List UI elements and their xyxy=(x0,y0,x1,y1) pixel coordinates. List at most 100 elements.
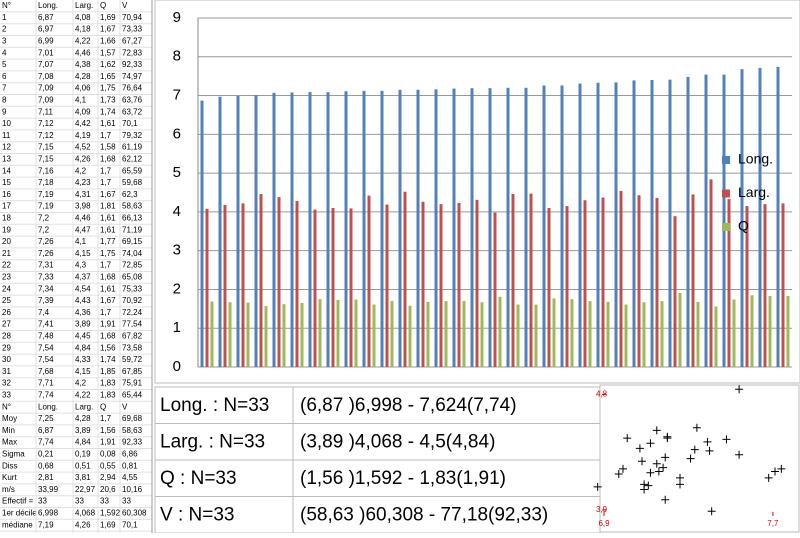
table-cell: 65,08 xyxy=(122,273,143,282)
stat-cell: 1,7 xyxy=(100,414,112,423)
table-cell: 3,89 xyxy=(75,320,91,329)
legend-label: Long. xyxy=(738,151,773,167)
legend-swatch xyxy=(722,189,730,198)
point xyxy=(619,464,627,473)
bar xyxy=(745,206,749,367)
legend-label: Larg. xyxy=(738,184,770,200)
point xyxy=(635,444,644,453)
table-cell: 7,19 xyxy=(38,190,54,199)
bar xyxy=(678,292,682,367)
table-cell: 32 xyxy=(2,379,11,388)
bar xyxy=(385,204,389,367)
bar xyxy=(452,88,456,367)
header-cell: Larg. xyxy=(75,402,93,411)
table-cell: 70,1 xyxy=(122,119,138,128)
table-cell: 72,24 xyxy=(122,308,143,317)
stat-cell: 33,99 xyxy=(38,485,59,494)
y-tick-label: 2 xyxy=(173,280,181,297)
table-cell: 1,75 xyxy=(100,84,116,93)
point xyxy=(644,481,653,490)
bar xyxy=(236,95,240,368)
table-cell: 73,58 xyxy=(122,343,143,352)
table-cell: 7,12 xyxy=(38,119,54,128)
bar xyxy=(282,304,286,367)
point xyxy=(722,435,731,444)
table-cell: 7,71 xyxy=(38,379,54,388)
bar xyxy=(290,92,294,367)
stat-cell: Effectif = xyxy=(2,497,34,506)
point xyxy=(663,432,672,441)
y-tick-label: 4,8 xyxy=(596,390,608,399)
table-cell: 22 xyxy=(2,261,11,270)
stat-cell: Sigma xyxy=(2,450,25,459)
table-cell: 75,33 xyxy=(122,284,143,293)
bar xyxy=(336,299,340,367)
stat-cell: 92,33 xyxy=(122,438,143,447)
table-cell: 1,67 xyxy=(100,25,116,34)
bar xyxy=(246,302,250,367)
bar xyxy=(619,190,623,367)
table-cell: 2 xyxy=(2,25,7,34)
table-cell: 31 xyxy=(2,367,11,376)
point xyxy=(690,445,699,454)
table-cell: 7,07 xyxy=(38,60,54,69)
summary-value: (58,63 )60,308 - 77,18(92,33) xyxy=(300,505,548,526)
bar xyxy=(367,195,371,367)
table-cell: 58,63 xyxy=(122,202,143,211)
summary-label: Long. : N=33 xyxy=(160,395,269,416)
point xyxy=(640,480,649,489)
bar xyxy=(542,85,546,368)
bar xyxy=(614,82,618,368)
bar xyxy=(565,206,569,367)
bar xyxy=(588,301,592,367)
table-cell: 4,1 xyxy=(75,96,87,105)
table-cell: 27 xyxy=(2,320,11,329)
table-cell: 1,7 xyxy=(100,166,112,175)
bar xyxy=(372,304,376,367)
table-cell: 4,2 xyxy=(75,379,87,388)
bar xyxy=(650,80,654,368)
table-cell: 3 xyxy=(2,37,7,46)
stat-cell: 1er décile xyxy=(2,509,37,518)
y-tick-label: 8 xyxy=(173,48,181,65)
bar xyxy=(637,195,641,367)
table-cell: 4,2 xyxy=(75,166,87,175)
table-cell: 14 xyxy=(2,166,11,175)
bar xyxy=(318,299,322,367)
table-cell: 4,22 xyxy=(75,391,91,400)
table-cell: 1,69 xyxy=(100,13,116,22)
bar xyxy=(534,304,538,367)
table-cell: 71,19 xyxy=(122,225,143,234)
table-cell: 6,87 xyxy=(38,13,54,22)
table-cell: 7,33 xyxy=(38,273,54,282)
stat-cell: 7,19 xyxy=(38,520,54,529)
stat-cell: 70,1 xyxy=(122,520,138,529)
point xyxy=(661,495,670,504)
stat-cell: 4,84 xyxy=(75,438,91,447)
table-cell: 4,47 xyxy=(75,225,91,234)
bar xyxy=(606,301,610,367)
table-cell: 7,4 xyxy=(38,308,50,317)
stat-cell: 6,86 xyxy=(122,450,138,459)
table-cell: 62,12 xyxy=(122,155,143,164)
stat-cell: 0,55 xyxy=(100,461,116,470)
bar xyxy=(776,66,780,368)
bar xyxy=(642,302,646,367)
point xyxy=(771,467,779,476)
bar xyxy=(673,216,677,367)
table-cell: 7,16 xyxy=(38,166,54,175)
table-cell: 70,94 xyxy=(122,13,143,22)
table-cell: 6,97 xyxy=(38,25,54,34)
header-cell: Q xyxy=(100,1,106,10)
summary-label: V : N=33 xyxy=(160,505,234,526)
table-cell: 7,18 xyxy=(38,178,54,187)
table-cell: 4,22 xyxy=(75,37,91,46)
point xyxy=(777,464,786,473)
stat-cell: 1,69 xyxy=(100,520,116,529)
legend-swatch xyxy=(722,156,730,164)
table-cell: 7,41 xyxy=(38,320,54,329)
table-cell: 7,09 xyxy=(38,96,54,105)
table-cell: 4,33 xyxy=(75,355,91,364)
